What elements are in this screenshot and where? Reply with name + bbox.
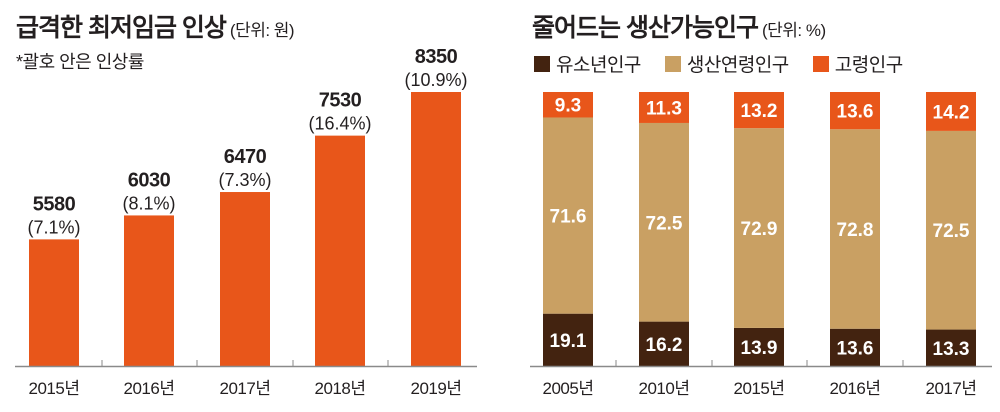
pop-segment-working-age-2005: [543, 117, 593, 314]
pop-segment-value-label: 72.8: [837, 220, 874, 241]
wage-bar-2015: [29, 239, 79, 366]
legend-swatch-working-age-icon: [664, 55, 681, 72]
pop-segment-youth-2015: [734, 327, 784, 366]
population-unit-label: (단위: %): [761, 21, 826, 40]
pop-segment-value-label: 72.9: [741, 219, 778, 240]
pop-segment-youth-2016: [830, 328, 880, 366]
pop-segment-value-label: 11.3: [646, 98, 682, 119]
population-title-text: 줄어드는 생산가능인구: [532, 14, 759, 42]
pop-x-tick-label: 2016년: [830, 379, 881, 398]
pop-segment-working-age-2017: [926, 130, 976, 330]
pop-x-tick-label: 2015년: [734, 379, 785, 398]
legend-item-elderly: 고령인구: [812, 50, 903, 77]
pop-segment-value-label: 13.6: [837, 338, 874, 359]
wage-x-tick-label: 2016년: [124, 379, 175, 398]
wage-increase-rate-label: (7.1%): [27, 217, 80, 237]
wage-x-tick-label: 2015년: [29, 379, 80, 398]
pop-segment-working-age-2016: [830, 129, 880, 329]
pop-segment-youth-2010: [639, 321, 689, 366]
wage-value-label: 5580: [33, 193, 76, 215]
pop-segment-value-label: 13.6: [837, 102, 874, 123]
wage-x-tick-label: 2017년: [220, 379, 271, 398]
minimum-wage-unit-label: (단위: 원): [229, 21, 295, 40]
wage-increase-rate-label: (16.4%): [308, 114, 371, 134]
legend-swatch-elderly-icon: [812, 55, 829, 72]
pop-segment-elderly-2005: [543, 92, 593, 118]
legend-label-working-age: 생산연령인구: [686, 55, 789, 76]
wage-value-label: 6030: [128, 169, 171, 191]
wage-bar-2017: [220, 192, 270, 366]
minimum-wage-chart-title: 급격한 최저임금 인상 (단위: 원): [16, 8, 295, 44]
legend-swatch-youth-icon: [534, 55, 550, 72]
wage-value-label: 6470: [224, 146, 267, 168]
pop-segment-value-label: 13.3: [933, 339, 970, 360]
pop-segment-value-label: 72.5: [646, 213, 683, 234]
pop-segment-elderly-2015: [734, 92, 784, 129]
pop-segment-value-label: 16.2: [646, 335, 683, 356]
population-stacked-bar-chart: 19.1 71.6 9.3 2005년 16.2 72.5 11.3 2010년 13.9 72.…: [530, 92, 992, 398]
pop-x-tick-label: 2017년: [926, 379, 977, 398]
wage-increase-rate-label: (10.9%): [404, 70, 467, 90]
wage-bar-2016: [124, 215, 174, 366]
minimum-wage-bar-chart: (7.1%)5580 2015년 (8.1%)6030 2016년 (7.3%)6470…: [15, 46, 477, 398]
pop-segment-elderly-2010: [639, 92, 689, 123]
pop-segment-elderly-2016: [830, 92, 880, 130]
population-chart-title: 줄어드는 생산가능인구 (단위: %): [532, 8, 826, 44]
pop-segment-value-label: 13.2: [741, 101, 778, 122]
legend-item-youth: 유소년인구: [534, 50, 641, 77]
pop-segment-youth-2017: [926, 329, 976, 366]
pop-segment-youth-2005: [543, 313, 593, 366]
pop-segment-value-label: 19.1: [550, 331, 587, 352]
legend-item-working-age: 생산연령인구: [664, 50, 789, 77]
pop-segment-value-label: 72.5: [933, 221, 970, 242]
wage-x-tick-label: 2018년: [315, 379, 366, 398]
wage-x-tick-label: 2019년: [411, 379, 462, 398]
minimum-wage-chart-panel: 급격한 최저임금 인상 (단위: 원) *괄호 안은 인상률 (7.1%) 5580…: [15, 8, 477, 398]
minimum-wage-title-text: 급격한 최저임금 인상: [16, 14, 227, 42]
pop-segment-value-label: 9.3: [555, 96, 581, 117]
legend-label-elderly: 고령인구: [834, 55, 903, 76]
wage-increase-rate-label: (8.1%): [122, 193, 175, 213]
pop-x-tick-label: 2010년: [639, 379, 690, 398]
increase-rate-note: *괄호 안은 인상률: [16, 52, 144, 72]
pop-x-tick-label: 2005년: [543, 379, 594, 398]
pop-segment-value-label: 13.9: [741, 338, 778, 359]
wage-value-label: 7530: [319, 90, 362, 112]
wage-bar-2019: [411, 92, 461, 366]
population-legend: 유소년인구 생산연령인구 고령인구: [534, 50, 927, 77]
wage-increase-rate-label: (7.3%): [218, 170, 271, 190]
wage-value-label: 8350: [415, 46, 458, 68]
pop-segment-value-label: 14.2: [933, 102, 970, 123]
pop-segment-value-label: 71.6: [550, 207, 587, 228]
legend-label-youth: 유소년인구: [556, 55, 641, 76]
wage-bar-2018: [315, 135, 365, 366]
working-age-population-chart-panel: 줄어드는 생산가능인구 (단위: %) 유소년인구 생산연령인구 고령인구 19.…: [500, 0, 1000, 412]
pop-segment-working-age-2015: [734, 128, 784, 328]
pop-segment-working-age-2010: [639, 122, 689, 322]
pop-segment-elderly-2017: [926, 92, 976, 131]
